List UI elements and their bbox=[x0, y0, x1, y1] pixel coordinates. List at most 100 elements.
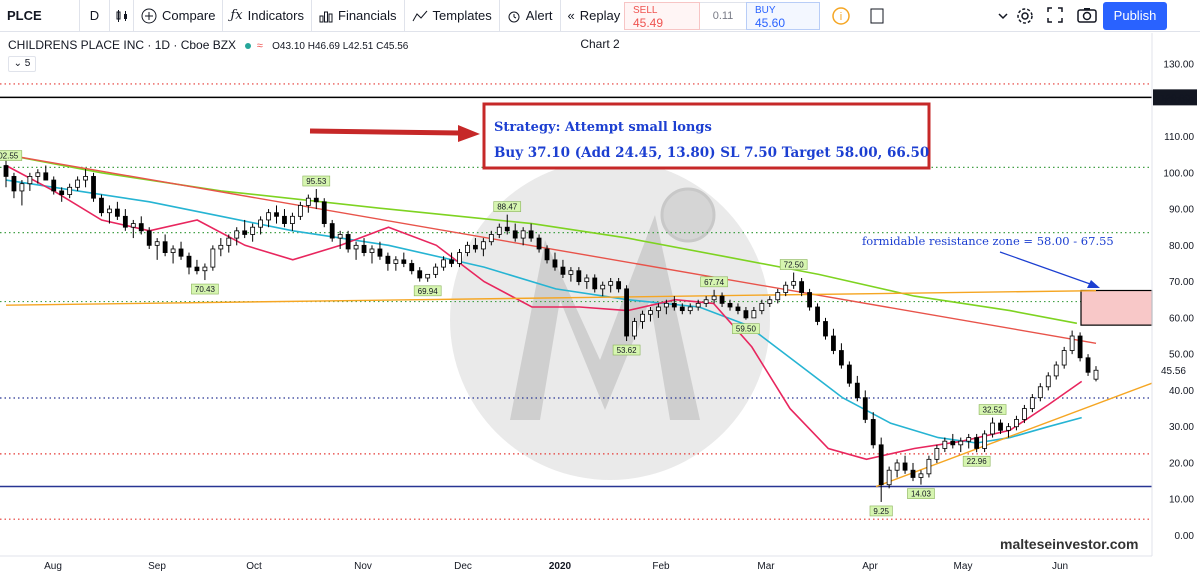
fullscreen-icon[interactable] bbox=[1047, 7, 1063, 28]
interval-button[interactable]: D bbox=[80, 0, 110, 32]
price-label-box bbox=[0, 150, 23, 161]
camera-icon[interactable] bbox=[1077, 7, 1097, 28]
candle-body bbox=[51, 179, 57, 192]
compare-label: Compare bbox=[162, 8, 216, 23]
candle-body bbox=[417, 270, 423, 279]
templates-button[interactable]: Templates bbox=[405, 0, 500, 32]
price-label: 53.62 bbox=[617, 346, 638, 355]
indicators-button[interactable]: ƒx Indicators bbox=[223, 0, 312, 32]
resistance-zone bbox=[1080, 289, 1153, 326]
arrow-shaft bbox=[309, 128, 461, 136]
compare-button[interactable]: Compare bbox=[134, 0, 224, 32]
candle-body bbox=[727, 302, 733, 308]
candle-body bbox=[162, 241, 168, 253]
chart-type-button[interactable] bbox=[110, 0, 134, 32]
strategy-annotation: Strategy: Attempt small longs Buy 37.10 … bbox=[482, 102, 931, 170]
indicators-label: Indicators bbox=[247, 8, 304, 23]
market-status-icon bbox=[245, 42, 252, 49]
y-tick-label: 80.00 bbox=[1169, 241, 1194, 252]
symbol-search[interactable]: PLCE bbox=[0, 0, 80, 32]
candle-body bbox=[242, 230, 248, 235]
layout-icon[interactable] bbox=[870, 7, 884, 30]
watermark-emblem bbox=[660, 187, 716, 243]
info-icon[interactable]: i bbox=[832, 7, 850, 30]
candle-body bbox=[624, 288, 629, 337]
candle-body bbox=[11, 176, 17, 192]
x-tick-label: Mar bbox=[757, 561, 775, 572]
candle-body bbox=[35, 172, 41, 177]
price-axis[interactable]: 0.00 10.00 20.00 30.00 40.00 50.00 60.00 70.00 8… bbox=[1151, 33, 1194, 556]
candle-body bbox=[886, 469, 892, 486]
candle-body bbox=[870, 419, 876, 446]
candle-body bbox=[1014, 419, 1019, 428]
candle-body bbox=[210, 248, 216, 268]
candle-body bbox=[695, 302, 701, 308]
candle-body bbox=[313, 197, 319, 203]
price-label-box bbox=[869, 505, 893, 517]
gear-icon[interactable] bbox=[1016, 7, 1034, 30]
candle-body bbox=[258, 219, 263, 228]
candle-body bbox=[520, 230, 526, 239]
ohlc-values: O43.10 H46.69 L42.51 C45.56 bbox=[272, 41, 409, 52]
candle-body bbox=[433, 266, 439, 275]
price-label: 95.53 bbox=[306, 177, 327, 186]
candle-body bbox=[1029, 397, 1035, 409]
price-label: 22.96 bbox=[967, 457, 988, 466]
candle-body bbox=[902, 462, 908, 471]
candle-body bbox=[409, 263, 415, 272]
alert-button[interactable]: Alert bbox=[500, 0, 561, 32]
last-price-label: 45.56 bbox=[1161, 366, 1186, 377]
chevron-down-icon[interactable] bbox=[997, 9, 1009, 27]
collapse-indicators-button[interactable]: ⌄ 5 bbox=[8, 56, 36, 72]
candle-body bbox=[250, 226, 256, 235]
sell-price: 45.49 bbox=[633, 16, 664, 30]
candle-body bbox=[369, 248, 375, 253]
candle-body bbox=[823, 321, 828, 337]
candle-body bbox=[234, 230, 240, 239]
candle-body bbox=[19, 183, 25, 192]
chart-legend: CHILDRENS PLACE INC · 1D · Cboe BZX ≈ O4… bbox=[8, 38, 408, 52]
price-label: 14.03 bbox=[911, 490, 932, 499]
candle-body bbox=[138, 223, 144, 232]
replay-button[interactable]: « Replay bbox=[561, 0, 628, 32]
resistance-note: formidable resistance zone = 58.00 - 67.… bbox=[862, 234, 1114, 248]
candle-body bbox=[783, 284, 789, 293]
price-label: 9.25 bbox=[873, 507, 889, 516]
x-tick-label: 2020 bbox=[549, 561, 572, 572]
candle-body bbox=[43, 172, 49, 181]
candle-body bbox=[282, 215, 287, 224]
candle-body bbox=[974, 437, 980, 449]
financials-button[interactable]: Financials bbox=[312, 0, 405, 32]
candle-body bbox=[3, 165, 9, 177]
candle-body bbox=[441, 259, 446, 268]
candle-body bbox=[67, 186, 73, 195]
chevron-down-icon: ⌄ bbox=[13, 58, 23, 69]
candle-body bbox=[616, 281, 622, 290]
function-icon: ƒx bbox=[230, 8, 243, 23]
buy-label: BUY bbox=[755, 5, 776, 16]
buy-button[interactable]: BUY 45.60 bbox=[746, 2, 820, 30]
candle-body bbox=[305, 197, 311, 206]
candle-body bbox=[59, 190, 65, 195]
x-tick-label: Nov bbox=[354, 561, 372, 572]
candle-body bbox=[345, 234, 351, 250]
x-tick-label: Dec bbox=[454, 561, 472, 572]
time-axis[interactable]: Aug Sep Oct Nov Dec 2020 Feb Mar Apr May Jun bbox=[0, 555, 1152, 572]
sell-button[interactable]: SELL 45.49 bbox=[624, 2, 700, 30]
price-labels: 102.55 95.53 70.43 69.94 88.47 53.62 67.74 59.5… bbox=[0, 150, 1007, 517]
candle-body bbox=[496, 226, 502, 235]
indicator-count: 5 bbox=[24, 58, 31, 69]
candle-body bbox=[266, 212, 271, 221]
candle-body bbox=[1077, 335, 1083, 359]
candle-body bbox=[449, 259, 454, 264]
candle-body bbox=[465, 244, 470, 253]
svg-text:i: i bbox=[840, 11, 842, 23]
y-tick-label: 130.00 bbox=[1163, 59, 1194, 70]
candle-body bbox=[154, 241, 160, 246]
candle-body bbox=[926, 458, 932, 475]
trendlines bbox=[5, 153, 1153, 488]
publish-button[interactable]: Publish bbox=[1103, 2, 1167, 30]
candle-body bbox=[536, 237, 542, 250]
x-tick-label: Apr bbox=[862, 561, 878, 572]
